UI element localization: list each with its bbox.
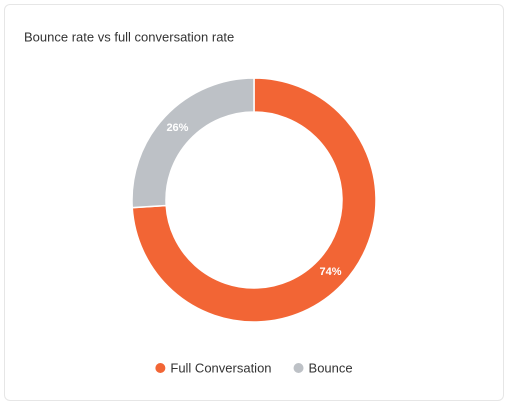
data-label: 74% [320, 266, 342, 278]
chart-title: Bounce rate vs full conversation rate [24, 29, 234, 44]
legend-label: Bounce [309, 360, 353, 375]
legend-label: Full Conversation [170, 360, 271, 375]
card [4, 4, 504, 401]
legend-marker [155, 363, 166, 373]
data-label: 26% [166, 122, 188, 134]
slice [131, 77, 255, 209]
legend-marker [293, 363, 304, 373]
slice [131, 77, 377, 323]
